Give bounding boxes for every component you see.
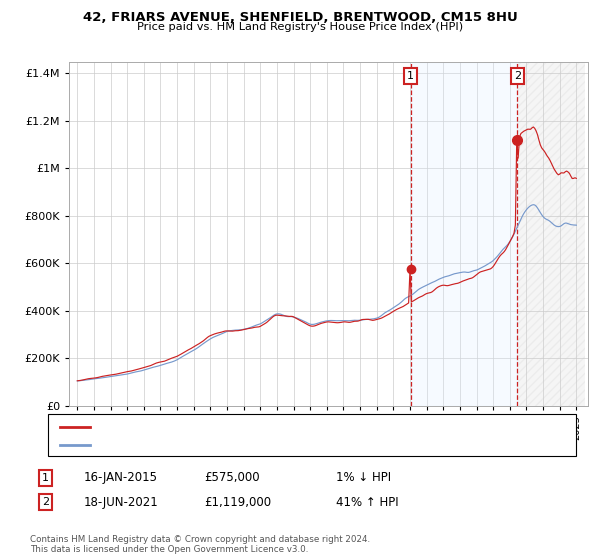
Text: Contains HM Land Registry data © Crown copyright and database right 2024.
This d: Contains HM Land Registry data © Crown c… xyxy=(30,535,370,554)
Text: 41% ↑ HPI: 41% ↑ HPI xyxy=(336,496,398,509)
Text: 2: 2 xyxy=(514,71,521,81)
Text: 2: 2 xyxy=(42,497,49,507)
Text: 42, FRIARS AVENUE, SHENFIELD, BRENTWOOD, CM15 8HU (detached house): 42, FRIARS AVENUE, SHENFIELD, BRENTWOOD,… xyxy=(96,422,479,432)
Text: 1: 1 xyxy=(42,473,49,483)
Text: 18-JUN-2021: 18-JUN-2021 xyxy=(84,496,159,509)
Text: £1,119,000: £1,119,000 xyxy=(204,496,271,509)
Bar xyxy=(410,62,517,406)
Text: £575,000: £575,000 xyxy=(204,471,260,484)
Text: 1: 1 xyxy=(407,71,414,81)
Text: 16-JAN-2015: 16-JAN-2015 xyxy=(84,471,158,484)
Text: Price paid vs. HM Land Registry's House Price Index (HPI): Price paid vs. HM Land Registry's House … xyxy=(137,22,463,32)
Bar xyxy=(517,62,584,406)
Text: 42, FRIARS AVENUE, SHENFIELD, BRENTWOOD, CM15 8HU: 42, FRIARS AVENUE, SHENFIELD, BRENTWOOD,… xyxy=(83,11,517,24)
Text: HPI: Average price, detached house, Brentwood: HPI: Average price, detached house, Bren… xyxy=(96,440,334,450)
Text: 1% ↓ HPI: 1% ↓ HPI xyxy=(336,471,391,484)
